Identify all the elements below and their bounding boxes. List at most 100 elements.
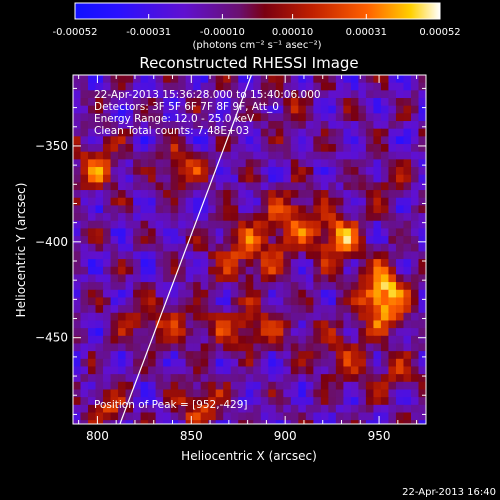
heatmap-cell (125, 397, 134, 406)
heatmap-cell (185, 404, 194, 414)
heatmap-cell (80, 404, 89, 414)
heatmap-cell (275, 151, 284, 160)
heatmap-cell (110, 328, 119, 337)
heatmap-cell (388, 98, 397, 107)
heatmap-cell (88, 335, 97, 345)
heatmap-cell (178, 274, 187, 283)
annotation-detectors: Detectors: 3F 5F 6F 7F 8F 9F, Att_0 (94, 101, 279, 113)
heatmap-cell (328, 75, 337, 84)
heatmap-cell (298, 312, 307, 322)
heatmap-cell (193, 297, 202, 306)
heatmap-cell (118, 128, 127, 137)
heatmap-cell (223, 305, 232, 314)
heatmap-cell (155, 182, 164, 191)
heatmap-cell (185, 320, 194, 329)
heatmap-cell (343, 105, 352, 114)
heatmap-cell (230, 197, 239, 206)
heatmap-cell (418, 243, 426, 253)
heatmap-cell (230, 167, 239, 176)
heatmap-cell (343, 121, 352, 130)
heatmap-cell (388, 374, 397, 383)
heatmap-cell (365, 343, 375, 352)
heatmap-cell (178, 282, 187, 291)
heatmap-cell (373, 381, 382, 391)
heatmap-cell (95, 190, 104, 199)
heatmap-cell (260, 213, 269, 222)
heatmap-cell (178, 236, 187, 245)
heatmap-cell (103, 305, 112, 314)
heatmap-cell (95, 366, 104, 375)
heatmap-cell (388, 389, 397, 398)
heatmap-cell (88, 412, 97, 421)
heatmap-cell (185, 420, 194, 424)
heatmap-cell (403, 251, 412, 260)
heatmap-cell (388, 312, 397, 322)
heatmap-cell (193, 251, 202, 260)
heatmap-cell (125, 381, 134, 391)
heatmap-cell (365, 197, 375, 206)
heatmap-cell (155, 98, 164, 107)
heatmap-cell (193, 144, 202, 153)
heatmap-cell (410, 213, 420, 222)
heatmap-cell (388, 412, 397, 421)
heatmap-cell (373, 266, 382, 276)
heatmap-cell (253, 389, 262, 398)
heatmap-cell (238, 335, 247, 345)
heatmap-cell (358, 404, 367, 414)
heatmap-cell (320, 389, 329, 398)
heatmap-cell (215, 335, 224, 345)
heatmap-cell (163, 397, 172, 406)
heatmap-cell (200, 167, 209, 176)
heatmap-cell (380, 98, 390, 107)
heatmap-cell (215, 113, 224, 122)
heatmap-cell (110, 389, 119, 398)
heatmap-cell (260, 113, 269, 122)
heatmap-cell (305, 251, 314, 260)
heatmap-cell (155, 90, 164, 99)
heatmap-cell (200, 312, 209, 322)
heatmap-cell (133, 236, 142, 245)
heatmap-cell (148, 144, 157, 153)
y-tick-label: −400 (35, 235, 68, 249)
heatmap-cell (350, 328, 359, 337)
heatmap-cell (140, 381, 149, 391)
heatmap-cell (238, 182, 247, 191)
heatmap-cell (290, 312, 299, 322)
heatmap-cell (275, 90, 284, 99)
heatmap-cell (193, 190, 202, 199)
heatmap-cell (230, 136, 239, 145)
heatmap-cell (283, 366, 292, 375)
heatmap-cell (245, 366, 254, 375)
heatmap-cell (73, 121, 82, 130)
heatmap-cell (260, 90, 269, 99)
heatmap-cell (118, 389, 127, 398)
heatmap-cell (410, 190, 420, 199)
heatmap-cell (350, 105, 359, 114)
heatmap-cell (380, 282, 390, 291)
heatmap-cell (110, 374, 119, 383)
heatmap-cell (343, 159, 352, 168)
heatmap-cell (140, 412, 149, 421)
heatmap-cell (133, 266, 142, 276)
heatmap-cell (313, 159, 322, 168)
heatmap-cell (290, 98, 299, 107)
heatmap-cell (373, 374, 382, 383)
heatmap-cell (170, 182, 179, 191)
heatmap-cell (313, 213, 322, 222)
heatmap-cell (373, 274, 382, 283)
heatmap-cell (373, 159, 382, 168)
heatmap-cell (133, 297, 142, 306)
heatmap-cell (290, 151, 299, 160)
heatmap-cell (275, 159, 284, 168)
heatmap-cell (253, 182, 262, 191)
heatmap-cell (193, 412, 202, 421)
heatmap-cell (305, 220, 314, 230)
heatmap-cell (110, 259, 119, 268)
heatmap-cell (80, 343, 89, 352)
heatmap-cell (118, 397, 127, 406)
heatmap-cell (395, 167, 405, 176)
heatmap-cell (283, 98, 292, 107)
heatmap-cell (418, 351, 426, 360)
heatmap-cell (298, 328, 307, 337)
heatmap-cell (388, 213, 397, 222)
